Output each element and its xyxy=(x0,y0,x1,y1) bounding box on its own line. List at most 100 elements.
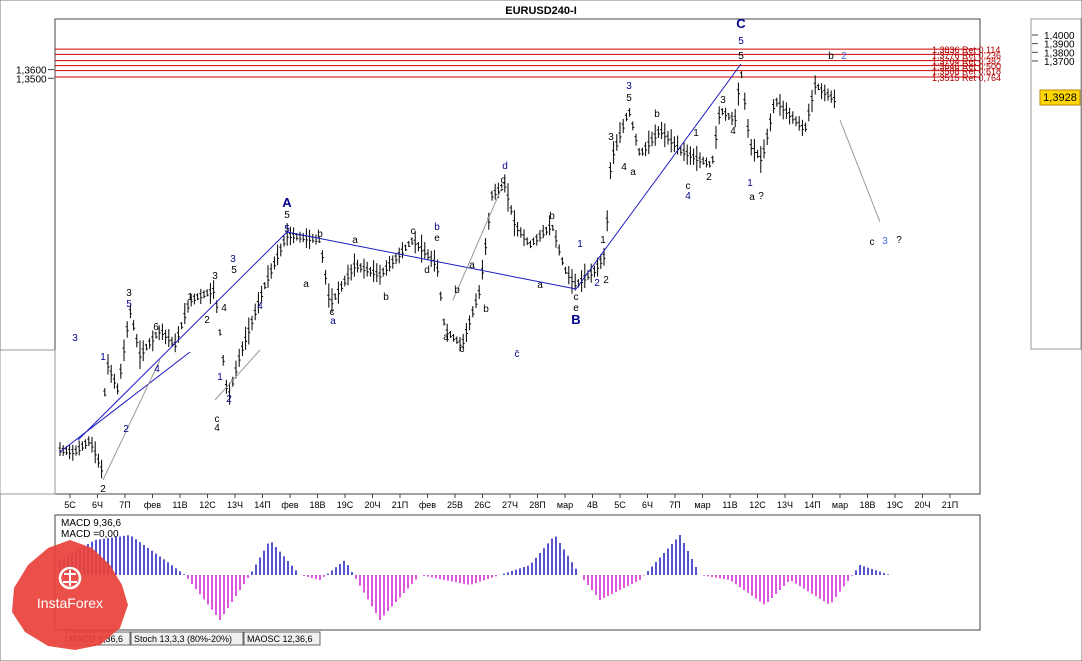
wave-label: c xyxy=(501,175,506,186)
wave-label: 3 xyxy=(72,333,78,344)
wave-label: b xyxy=(454,285,460,296)
wave-label: 3 xyxy=(608,132,614,143)
wave-label: 3 xyxy=(230,254,236,265)
x-tick-label: 6Ч xyxy=(92,500,103,510)
wave-label: 3 xyxy=(882,236,888,247)
fib-label: 1,3836 Ret 0,114 xyxy=(932,45,1000,55)
tab-stoch[interactable] xyxy=(130,631,244,646)
y-tick-label: 1,4000 xyxy=(1044,31,1075,42)
wave-label: 2 xyxy=(100,484,106,495)
wave-label: 1 xyxy=(217,372,223,383)
x-tick-label: 4В xyxy=(587,500,598,510)
wave-label: 3 xyxy=(626,81,632,92)
tab-stoch-label: Stoch 13,3,3 (80%-20%) xyxy=(134,634,232,644)
fib-label: 1,3776 Ret 0,236 xyxy=(932,50,1001,60)
wave-label: 1 xyxy=(600,235,606,246)
x-tick-label: 21П xyxy=(942,500,958,510)
wave-trend-line xyxy=(575,63,742,290)
x-tick-label: 19С xyxy=(887,500,904,510)
wave-label: c xyxy=(460,344,465,355)
x-tick-label: 14П xyxy=(254,500,270,510)
wave-label: 5 xyxy=(126,299,132,310)
wave-label: 1 xyxy=(747,178,753,189)
wave-label: 1 xyxy=(187,292,193,303)
y-tick-label: 1,3800 xyxy=(1044,48,1075,59)
chart-title: EURUSD240-I xyxy=(505,5,577,17)
wave-label: e xyxy=(573,303,579,314)
tab-maosc[interactable] xyxy=(243,631,321,646)
wave-label: b xyxy=(654,109,660,120)
wave-label: 2 xyxy=(123,424,129,435)
wave-label: a xyxy=(749,192,755,203)
wave-trend-line xyxy=(77,231,288,441)
wave-label: A xyxy=(282,195,292,210)
projection-line xyxy=(839,119,881,223)
current-price-label: 1,3928 xyxy=(1043,92,1077,104)
x-tick-label: 20Ч xyxy=(914,500,930,510)
macd-legend-2: MACD =0,00 xyxy=(61,529,119,540)
wave-label: 5 xyxy=(738,36,744,47)
x-tick-label: 5C xyxy=(64,500,76,510)
fib-label: 1,3704 Ret 0,382 xyxy=(932,57,1001,67)
y-tick-label: 1,3500 xyxy=(16,74,47,85)
x-tick-label: 7П xyxy=(669,500,680,510)
x-tick-label: 12С xyxy=(749,500,766,510)
x-tick-label: 25В xyxy=(447,500,463,510)
wave-label: 1 xyxy=(100,352,106,363)
wave-trend-line xyxy=(59,351,191,453)
current-price-marker: 1,3928 xyxy=(1039,89,1081,106)
wave-label: 1 xyxy=(577,239,583,250)
wave-label: 5 xyxy=(231,265,237,276)
wave-label: c xyxy=(411,226,416,237)
wave-label: 2 xyxy=(603,275,609,286)
wave-label: c xyxy=(215,414,220,425)
wave-label: 5 xyxy=(626,93,632,104)
x-tick-label: 11В xyxy=(722,500,737,510)
wave-label: 2 xyxy=(594,278,600,289)
y-tick-label: 1,3900 xyxy=(1044,40,1075,51)
wave-label: 4 xyxy=(730,126,736,137)
wave-label: 2 xyxy=(706,172,712,183)
wave-label: 3 xyxy=(720,95,726,106)
wave-label: 2 xyxy=(204,315,210,326)
x-tick-label: мар xyxy=(832,500,848,510)
wave-label: C xyxy=(736,16,746,31)
wave-label: c̄ xyxy=(515,349,520,360)
fib-label: 1,3515 Ret 0,764 xyxy=(932,73,1001,83)
x-tick-label: 13Ч xyxy=(227,500,243,510)
wave-trend-line xyxy=(286,231,577,290)
wave-label: c xyxy=(574,292,579,303)
wave-label: a xyxy=(630,167,636,178)
wave-label: 3 xyxy=(126,288,132,299)
x-tick-label: 18В xyxy=(309,500,325,510)
wave-label: e xyxy=(434,233,440,244)
x-tick-label: фев xyxy=(144,500,161,510)
x-tick-label: 27Ч xyxy=(502,500,518,510)
wave-label: 3 xyxy=(212,271,218,282)
wave-label: 4 xyxy=(685,191,691,202)
x-tick-label: 13Ч xyxy=(777,500,793,510)
main-plot-frame xyxy=(54,18,981,495)
wave-label: a xyxy=(443,332,449,343)
wave-label: b xyxy=(549,211,555,222)
wave-label: 5 xyxy=(738,51,744,62)
wave-label: c xyxy=(330,307,335,318)
wave-label: 4 xyxy=(621,162,627,173)
wave-label: 1 xyxy=(693,128,699,139)
wave-label: 4 xyxy=(214,423,220,434)
wave-label: 2 xyxy=(841,51,847,62)
wave-label: ? xyxy=(758,191,764,202)
tab-maosc-label: MAOSC 12,36,6 xyxy=(247,634,313,644)
x-tick-label: 18В xyxy=(859,500,875,510)
wave-label: c xyxy=(686,181,691,192)
wave-label: 5 xyxy=(284,210,290,221)
wave-label: c xyxy=(870,237,875,248)
x-tick-label: фев xyxy=(281,500,298,510)
price-axis-frame xyxy=(1030,18,1082,350)
x-tick-label: 20Ч xyxy=(364,500,380,510)
projection-line xyxy=(214,349,261,401)
projection-line xyxy=(102,359,161,481)
lower-axis-frame xyxy=(0,349,56,495)
y-tick-label: 1,3700 xyxy=(1044,57,1075,68)
